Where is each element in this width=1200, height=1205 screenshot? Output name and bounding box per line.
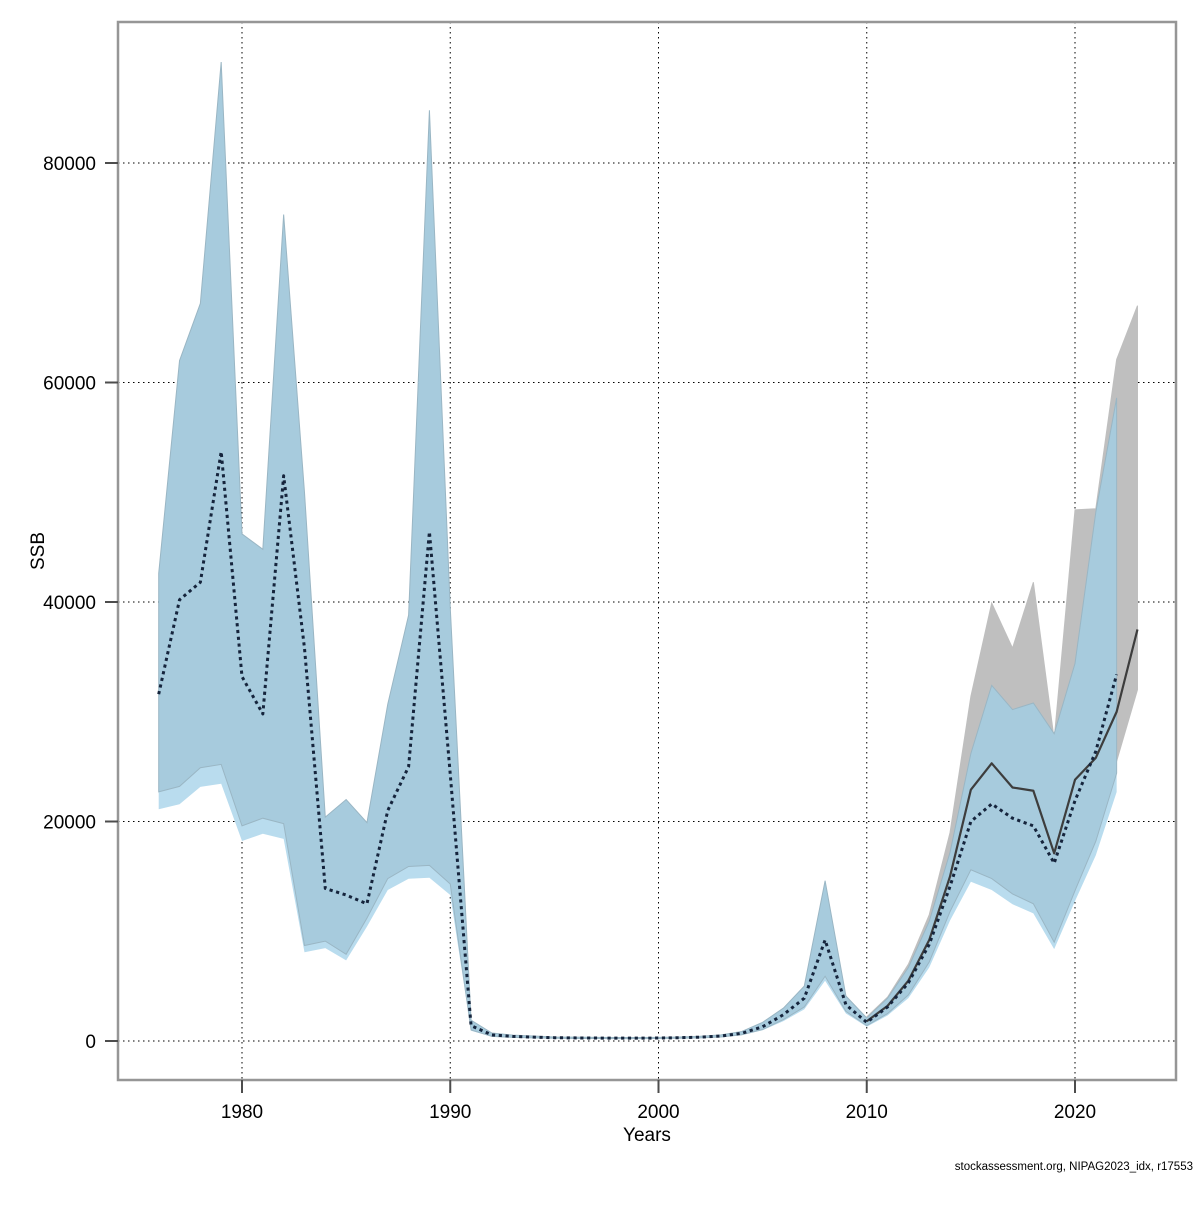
x-axis-label: Years [623, 1125, 671, 1146]
plot-border [116, 20, 1178, 1082]
tick-label-x-3: 2010 [846, 1102, 888, 1123]
axis-ticks [105, 162, 1076, 1093]
source-caption: stockassessment.org, NIPAG2023_idx, r175… [955, 1161, 1193, 1173]
confidence-band-blue [158, 61, 1118, 1040]
tick-label-x-4: 2020 [1054, 1102, 1096, 1123]
data-series-layer [157, 61, 1139, 1040]
tick-label-x-0: 1980 [221, 1102, 263, 1123]
y-axis-label: SSB [28, 532, 49, 570]
tick-label-y-1: 20000 [43, 813, 96, 834]
tick-label-x-1: 1990 [429, 1102, 471, 1123]
tick-label-y-2: 40000 [43, 593, 96, 614]
tick-label-y-3: 60000 [43, 374, 96, 395]
axis-tick-labels: 0 20000 40000 60000 80000 1980 1990 2000 2010 202… [43, 154, 1096, 1123]
tick-label-y-4: 80000 [43, 154, 96, 175]
tick-label-y-0: 0 [85, 1032, 96, 1053]
series-line-current [157, 450, 1119, 1040]
tick-label-x-2: 2000 [637, 1102, 679, 1123]
